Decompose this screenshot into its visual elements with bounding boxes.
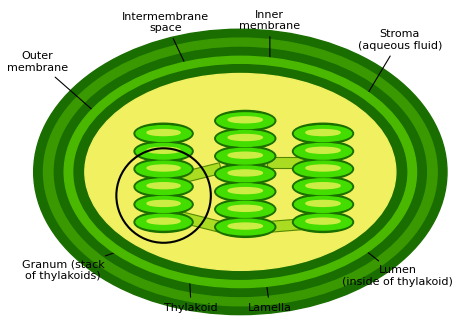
Ellipse shape (217, 184, 274, 199)
Ellipse shape (292, 212, 353, 232)
Ellipse shape (136, 143, 191, 159)
Ellipse shape (295, 126, 351, 141)
Ellipse shape (217, 148, 274, 164)
Ellipse shape (295, 161, 351, 177)
Ellipse shape (34, 29, 447, 315)
Ellipse shape (74, 65, 407, 279)
Text: Outer
membrane: Outer membrane (7, 51, 100, 117)
Ellipse shape (217, 219, 274, 235)
Ellipse shape (147, 165, 180, 171)
Ellipse shape (217, 166, 274, 182)
Ellipse shape (228, 152, 263, 158)
Ellipse shape (306, 218, 340, 224)
Ellipse shape (215, 111, 276, 131)
Ellipse shape (134, 141, 193, 161)
Ellipse shape (292, 123, 353, 144)
Ellipse shape (228, 134, 263, 140)
Ellipse shape (134, 212, 193, 232)
Ellipse shape (228, 188, 263, 194)
Text: Granum (stack
of thylakoids): Granum (stack of thylakoids) (22, 248, 130, 281)
Ellipse shape (292, 159, 353, 179)
Ellipse shape (295, 197, 351, 212)
Ellipse shape (295, 143, 351, 159)
Ellipse shape (228, 170, 263, 176)
Text: Inner
membrane: Inner membrane (239, 10, 300, 81)
Ellipse shape (215, 217, 276, 238)
Ellipse shape (44, 38, 437, 306)
Text: Thylakoid: Thylakoid (164, 256, 218, 313)
Ellipse shape (292, 141, 353, 161)
Polygon shape (267, 157, 304, 168)
Ellipse shape (54, 48, 426, 296)
Ellipse shape (215, 181, 276, 202)
Ellipse shape (215, 128, 276, 149)
Ellipse shape (147, 218, 180, 224)
Ellipse shape (147, 147, 180, 153)
Ellipse shape (136, 161, 191, 177)
Ellipse shape (147, 200, 180, 206)
Polygon shape (180, 163, 222, 183)
Ellipse shape (134, 123, 193, 144)
Ellipse shape (217, 201, 274, 217)
Ellipse shape (306, 200, 340, 206)
Ellipse shape (215, 199, 276, 220)
Ellipse shape (295, 179, 351, 195)
Text: Lumen
(inside of thylakoid): Lumen (inside of thylakoid) (341, 231, 453, 287)
Polygon shape (180, 212, 222, 232)
Ellipse shape (228, 117, 263, 123)
Ellipse shape (85, 73, 396, 270)
Ellipse shape (228, 223, 263, 229)
Ellipse shape (217, 131, 274, 146)
Ellipse shape (147, 130, 180, 136)
Ellipse shape (136, 126, 191, 141)
Ellipse shape (306, 130, 340, 136)
Ellipse shape (64, 56, 417, 287)
Ellipse shape (215, 146, 276, 166)
Ellipse shape (306, 147, 340, 153)
Ellipse shape (134, 176, 193, 197)
Polygon shape (266, 219, 305, 232)
Ellipse shape (215, 163, 276, 184)
Ellipse shape (228, 205, 263, 211)
Ellipse shape (295, 214, 351, 230)
Ellipse shape (134, 194, 193, 215)
Ellipse shape (147, 183, 180, 189)
Ellipse shape (136, 197, 191, 212)
Ellipse shape (134, 159, 193, 179)
Text: Intermembrane
space: Intermembrane space (122, 11, 209, 74)
Text: Lamella: Lamella (248, 242, 292, 313)
Ellipse shape (292, 176, 353, 197)
Text: Stroma
(aqueous fluid): Stroma (aqueous fluid) (358, 29, 442, 107)
Ellipse shape (306, 165, 340, 171)
Ellipse shape (292, 194, 353, 215)
Ellipse shape (217, 113, 274, 129)
Ellipse shape (306, 183, 340, 189)
Ellipse shape (136, 179, 191, 195)
Ellipse shape (136, 214, 191, 230)
